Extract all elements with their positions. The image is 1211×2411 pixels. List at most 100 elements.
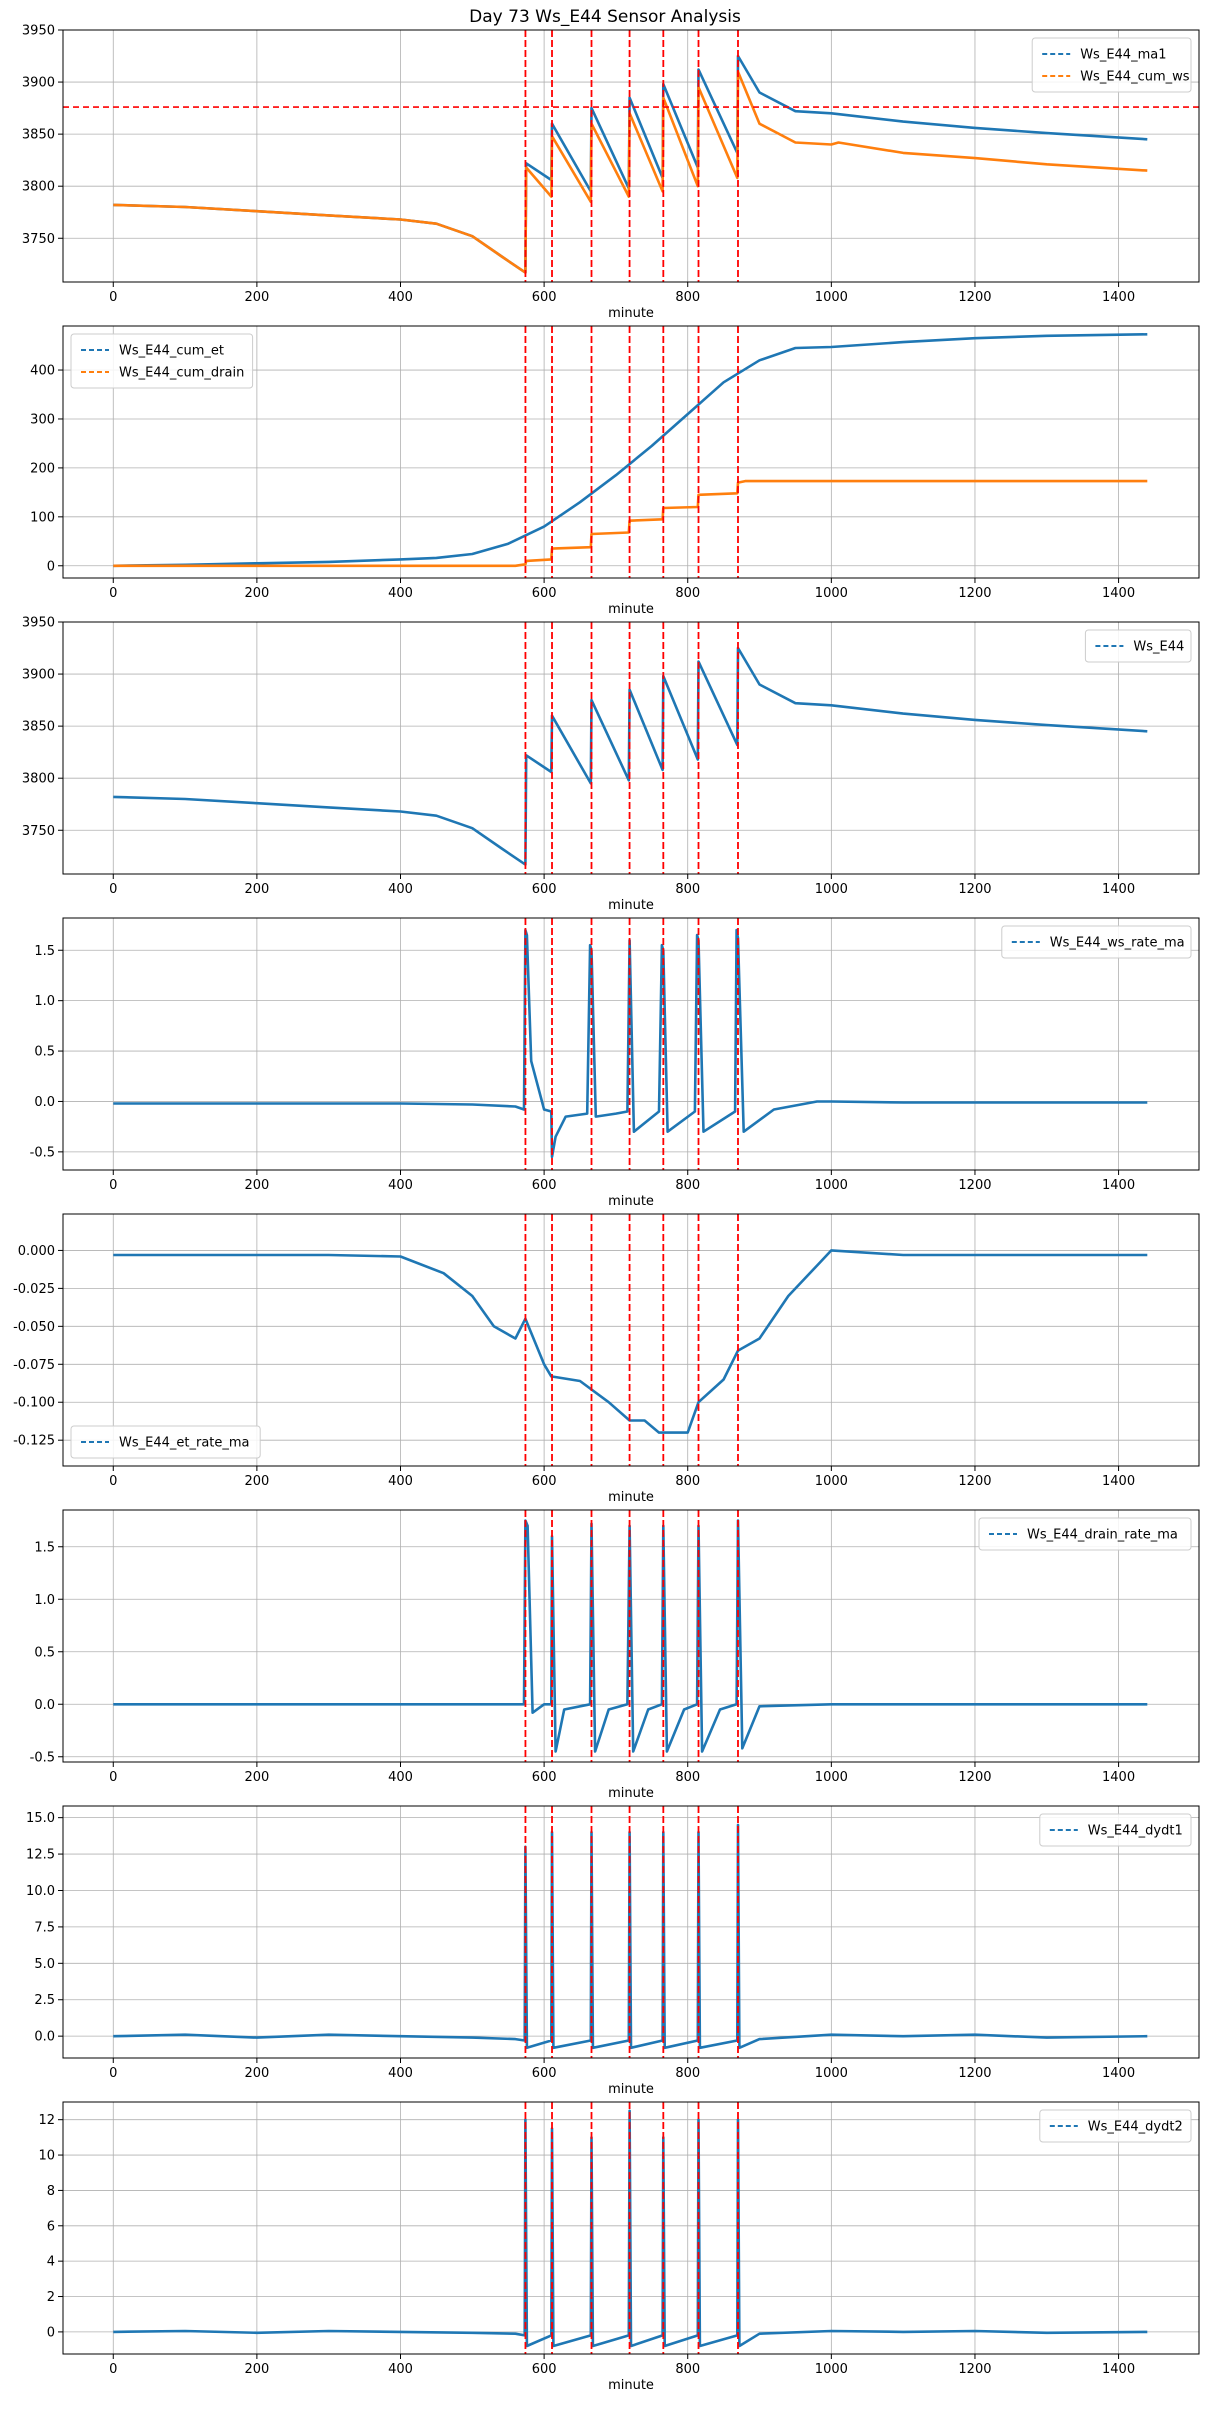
plot-area [113,1214,1148,1466]
x-tick-label: 1000 [815,2362,848,2377]
x-tick-label: 0 [109,2362,117,2377]
y-tick-label: 1.0 [34,1593,55,1608]
x-tick-label: 1400 [1102,2362,1135,2377]
legend-box [1039,1813,1192,1847]
legend-box [1084,629,1192,663]
gridlines [63,326,1199,578]
legend-box [1039,2109,1192,2143]
axes-frame [62,1805,1200,2059]
x-tick-label: 200 [244,290,269,305]
y-tick-label: 3950 [22,24,55,39]
legend: Ws_E44 [1084,629,1192,663]
y-tick-label: 8 [47,2184,55,2199]
figure-title: Day 73 Ws_E44 Sensor Analysis [469,7,741,27]
y-tick-label: 7.5 [34,1920,55,1935]
legend: Ws_E44_drain_rate_ma [978,1517,1192,1551]
legend: Ws_E44_ws_rate_ma [1001,925,1192,959]
axes-frame [62,325,1200,579]
x-tick-label: 800 [675,1178,700,1193]
y-tick-label: 3800 [22,180,55,195]
legend-box [1001,925,1192,959]
y-tick-label: 4 [47,2255,55,2270]
x-tick-label: 1400 [1102,1178,1135,1193]
x-tick-label: 1000 [815,290,848,305]
legend-label: Ws_E44_cum_drain [119,366,244,381]
legend-box [70,333,254,389]
y-tick-label: -0.5 [30,1145,55,1160]
legend-label: Ws_E44_cum_ws [1080,70,1190,85]
x-tick-label: 400 [388,2362,413,2377]
x-tick-label: 800 [675,2362,700,2377]
subplot-stack: 0 200 400 600 800 1000 1200 1400375038003850390… [13,24,1200,2393]
legend-box [70,1425,261,1459]
y-tick-label: 0.0 [34,1095,55,1110]
plot-area [113,918,1148,1170]
x-axis-label: minute [608,602,654,617]
x-tick-label: 600 [532,2362,557,2377]
x-tick-label: 400 [388,882,413,897]
x-tick-label: 600 [532,1178,557,1193]
x-tick-label: 1000 [815,1178,848,1193]
x-tick-label: 800 [675,1474,700,1489]
x-tick-label: 1000 [815,586,848,601]
legend-label: Ws_E44_cum_et [119,344,224,359]
y-tick-label: 1.5 [34,1540,55,1555]
x-tick-label: 1200 [958,882,991,897]
y-tick-label: 2 [47,2290,55,2305]
y-tick-label: 0 [47,559,55,574]
x-tick-label: 0 [109,2066,117,2081]
x-tick-label: 400 [388,1474,413,1489]
x-tick-label: 200 [244,1770,269,1785]
axes-frame [62,1213,1200,1467]
y-tick-label: 12 [38,2113,55,2128]
x-tick-label: 400 [388,1178,413,1193]
legend: Ws_E44_ma1 Ws_E44_cum_ws [1031,37,1192,93]
y-tick-label: 3850 [22,720,55,735]
subplot-2: 0 200 400 600 800 1000 1200 1400 0 100 200 300 400 mi… [30,325,1200,617]
legend: Ws_E44_et_rate_ma [70,1425,261,1459]
y-tick-label: -0.050 [13,1320,55,1335]
x-tick-label: 200 [244,586,269,601]
x-axis-label: minute [608,1490,654,1505]
x-tick-label: 600 [532,882,557,897]
y-tick-label: 0.0 [34,2030,55,2045]
x-tick-label: 400 [388,290,413,305]
y-tick-label: -0.025 [13,1282,55,1297]
y-tick-label: 10 [38,2149,55,2164]
x-tick-label: 1400 [1102,2066,1135,2081]
x-tick-label: 0 [109,1770,117,1785]
legend: Ws_E44_cum_et Ws_E44_cum_drain [70,333,254,389]
y-tick-label: 300 [30,412,55,427]
y-tick-label: 3750 [22,232,55,247]
x-tick-label: 1200 [958,1770,991,1785]
x-tick-label: 0 [109,586,117,601]
legend-box [978,1517,1192,1551]
x-tick-label: 0 [109,290,117,305]
x-tick-label: 600 [532,586,557,601]
x-tick-label: 600 [532,290,557,305]
y-tick-label: 1.0 [34,994,55,1009]
x-tick-label: 1200 [958,2362,991,2377]
x-tick-label: 600 [532,1474,557,1489]
series-line-Ws_E44_drain_rate_ma [113,1519,1148,1753]
y-tick-label: 3750 [22,824,55,839]
x-tick-label: 600 [532,2066,557,2081]
legend: Ws_E44_dydt2 [1039,2109,1192,2143]
x-tick-label: 200 [244,2066,269,2081]
x-tick-label: 200 [244,1178,269,1193]
y-tick-label: 3800 [22,772,55,787]
legend-label: Ws_E44_et_rate_ma [119,1436,250,1451]
subplot-4: 0 200 400 600 800 1000 1200 1400 -0.5 0.0 0.5 1.0 1.… [30,917,1200,1209]
legend-label: Ws_E44_dydt1 [1088,1824,1183,1839]
x-tick-label: 400 [388,586,413,601]
subplot-6: 0 200 400 600 800 1000 1200 1400 -0.5 0.0 0.5 1.0 1.… [30,1509,1200,1801]
legend-label: Ws_E44_ws_rate_ma [1050,936,1185,951]
y-tick-label: -0.125 [13,1434,55,1449]
x-tick-label: 1200 [958,1474,991,1489]
subplot-3: 0 200 400 600 800 1000 1200 1400 3750 3800 3850 390… [22,616,1200,913]
x-tick-label: 800 [675,1770,700,1785]
x-tick-label: 1000 [815,2066,848,2081]
y-tick-label: 3850 [22,128,55,143]
x-tick-label: 1200 [958,1178,991,1193]
